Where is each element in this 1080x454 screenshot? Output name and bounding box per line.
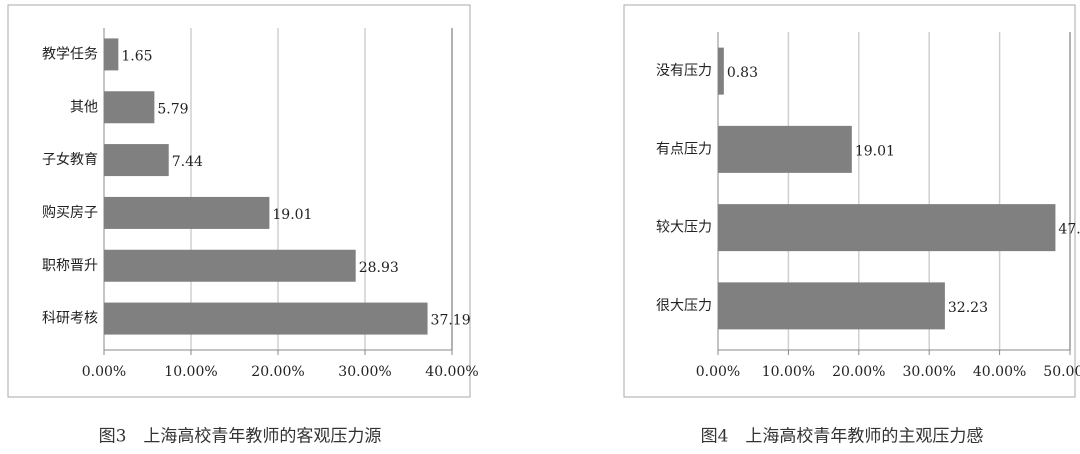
chart: 0.00% 10.00% 20.00% 30.00% 40.00% 50.00% 没有压力 0… <box>623 4 1080 447</box>
bar <box>104 38 119 71</box>
x-tick-label: 10.00% <box>762 364 815 380</box>
caption: 图3 上海高校青年教师的客观压力源 <box>99 427 382 447</box>
x-tick-label: 50.00% <box>1043 364 1080 380</box>
data-label: 5.79 <box>157 101 188 117</box>
x-tick-label: 30.00% <box>338 364 391 380</box>
chart-frame <box>7 4 471 398</box>
x-tick-label: 40.00% <box>973 364 1026 380</box>
category-label: 较大压力 <box>656 220 712 236</box>
category-label: 有点压力 <box>656 141 712 157</box>
bar <box>718 125 852 173</box>
bar <box>718 47 724 95</box>
caption: 图4 上海高校青年教师的主观压力感 <box>701 427 984 447</box>
data-label: 47.93 <box>1058 222 1080 238</box>
x-tick-label: 0.00% <box>696 364 740 380</box>
chart: 0.00% 10.00% 20.00% 30.00% 40.00% 教学任务 1.65 其他 5… <box>7 4 479 447</box>
x-tick-label: 20.00% <box>832 364 885 380</box>
data-label: 19.01 <box>855 143 895 159</box>
data-label: 37.19 <box>431 313 471 329</box>
bar <box>104 91 155 124</box>
category-label: 职称晋升 <box>42 258 98 274</box>
category-label: 很大压力 <box>656 298 712 314</box>
bar <box>104 144 169 177</box>
bar <box>104 249 356 282</box>
category-label: 购买房子 <box>42 205 98 221</box>
category-label: 没有压力 <box>656 63 712 79</box>
chart-frame <box>623 4 1076 398</box>
bar <box>718 204 1056 252</box>
bar <box>104 196 270 229</box>
bar <box>718 282 945 330</box>
data-label: 1.65 <box>121 48 152 64</box>
data-label: 0.83 <box>727 65 758 81</box>
x-tick-label: 10.00% <box>164 364 217 380</box>
data-label: 28.93 <box>359 260 399 276</box>
category-label: 子女教育 <box>42 151 98 168</box>
x-tick-label: 30.00% <box>903 364 956 380</box>
x-tick-label: 0.00% <box>82 364 126 380</box>
data-label: 7.44 <box>172 154 203 170</box>
x-tick-label: 20.00% <box>251 364 304 380</box>
category-label: 教学任务 <box>42 46 98 62</box>
data-label: 19.01 <box>272 207 312 223</box>
x-tick-label: 40.00% <box>425 364 478 380</box>
data-label: 32.23 <box>948 300 988 316</box>
category-label: 其他 <box>70 99 98 115</box>
category-label: 科研考核 <box>42 311 98 327</box>
bar <box>104 302 428 335</box>
